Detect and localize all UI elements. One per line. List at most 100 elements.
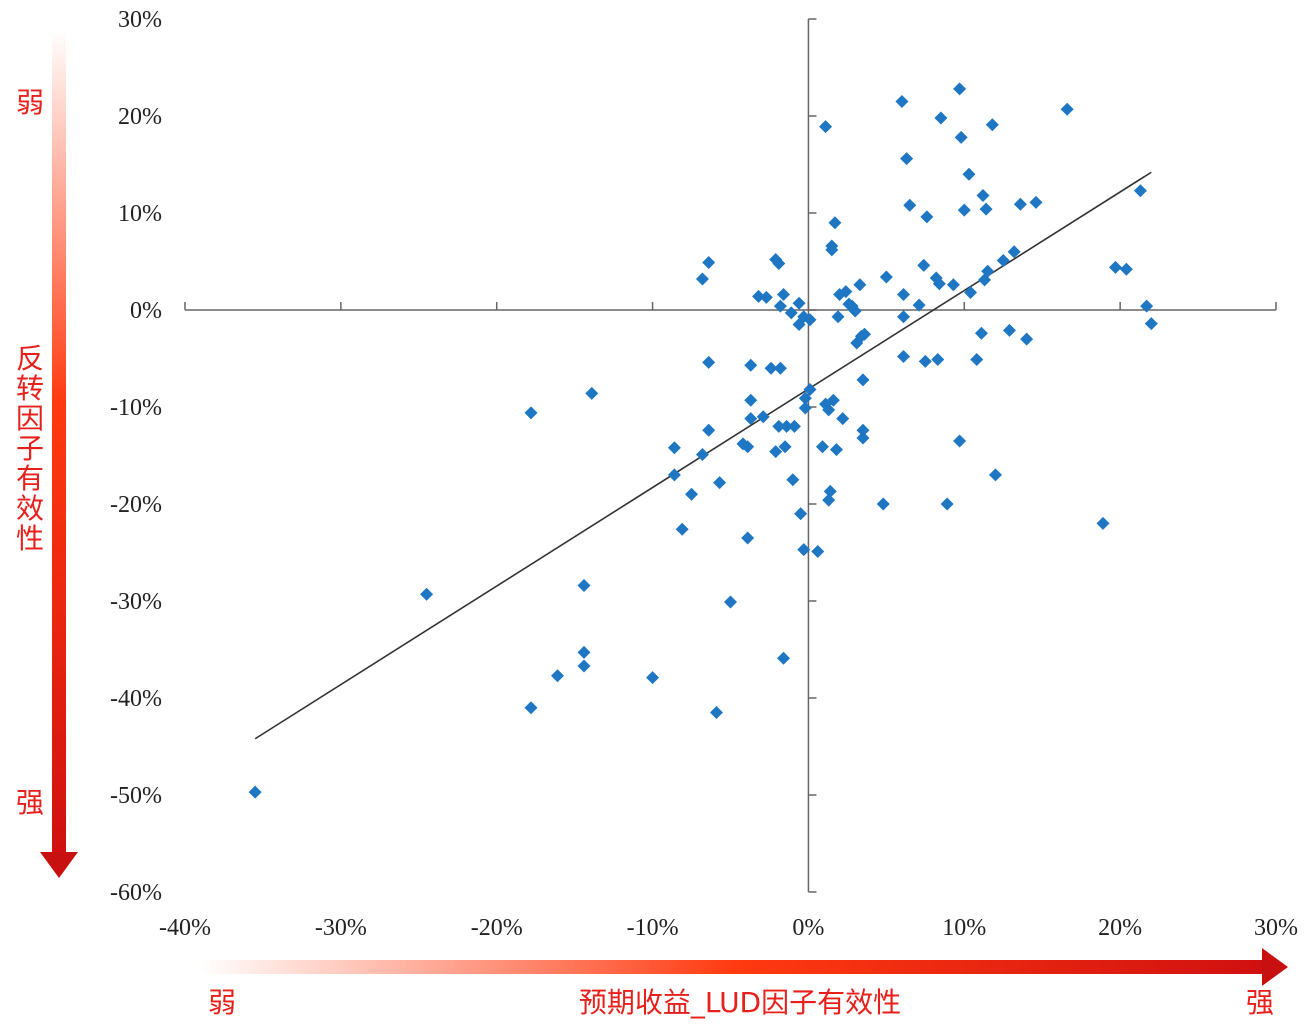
data-point <box>585 386 599 400</box>
data-point <box>550 669 564 683</box>
data-point <box>988 468 1002 482</box>
data-point <box>918 354 932 368</box>
data-point <box>822 493 836 507</box>
data-point <box>829 443 843 457</box>
data-point <box>759 290 773 304</box>
y-tick-label: -10% <box>110 395 162 421</box>
data-point <box>931 352 945 366</box>
data-point <box>974 326 988 340</box>
data-point <box>803 313 817 327</box>
data-point <box>744 393 758 407</box>
data-point <box>897 287 911 301</box>
data-point <box>934 111 948 125</box>
data-point <box>976 189 990 203</box>
data-point <box>713 476 727 490</box>
data-point <box>778 440 792 454</box>
data-point <box>823 484 837 498</box>
data-point <box>912 298 926 312</box>
data-point <box>811 545 825 559</box>
data-point <box>772 419 786 433</box>
data-point <box>787 419 801 433</box>
x-gradient-arrow <box>200 948 1288 986</box>
data-point <box>917 258 931 272</box>
data-point <box>932 277 946 291</box>
data-point <box>953 434 967 448</box>
data-point <box>794 507 808 521</box>
data-point <box>879 270 893 284</box>
y-bottom-label: 强 <box>16 786 44 819</box>
data-point <box>826 393 840 407</box>
data-point <box>773 299 787 313</box>
y-axis-label-char: 转 <box>16 372 44 405</box>
y-axis-label-char: 有 <box>16 462 44 495</box>
data-point <box>769 445 783 459</box>
data-point <box>675 522 689 536</box>
data-point <box>957 203 971 217</box>
y-axis-label-char: 子 <box>16 432 44 465</box>
data-point <box>577 578 591 592</box>
data-point <box>667 468 681 482</box>
y-tick-label: -30% <box>110 589 162 615</box>
data-point <box>831 310 845 324</box>
y-tick-label: 30% <box>118 7 162 33</box>
y-gradient-arrow <box>40 30 78 878</box>
data-point <box>1007 245 1021 259</box>
data-point <box>848 304 862 318</box>
data-point <box>819 120 833 134</box>
y-axis-label: 反转因子有效性 <box>16 342 44 555</box>
data-point <box>776 287 790 301</box>
x-tick-label: -20% <box>471 915 523 941</box>
data-point <box>1144 317 1158 331</box>
x-tick-label: -30% <box>315 915 367 941</box>
data-point <box>996 254 1010 268</box>
data-point <box>940 497 954 511</box>
data-point <box>876 497 890 511</box>
data-point <box>798 401 812 415</box>
x-tick-label: 10% <box>942 915 986 941</box>
data-point <box>1013 197 1027 211</box>
data-point <box>784 306 798 320</box>
data-point <box>667 441 681 455</box>
y-tick-label: 10% <box>118 201 162 227</box>
data-point <box>702 255 716 269</box>
y-tick-label: 0% <box>130 298 162 324</box>
data-point <box>1096 516 1110 530</box>
data-point <box>985 118 999 132</box>
data-point <box>248 785 262 799</box>
data-point <box>856 423 870 437</box>
x-right-label: 强 <box>1246 986 1274 1019</box>
data-point <box>981 264 995 278</box>
x-tick-label: -40% <box>159 915 211 941</box>
data-point <box>780 419 794 433</box>
data-point <box>815 440 829 454</box>
data-point <box>964 286 978 300</box>
data-point <box>797 543 811 557</box>
data-point <box>756 410 770 424</box>
data-point <box>786 473 800 487</box>
data-point <box>953 82 967 96</box>
data-point <box>1119 262 1133 276</box>
data-point <box>920 210 934 224</box>
data-point <box>897 310 911 324</box>
x-tick-label: 0% <box>792 915 824 941</box>
data-point <box>752 289 766 303</box>
data-point <box>709 706 723 720</box>
data-point <box>1029 195 1043 209</box>
data-point <box>420 587 434 601</box>
data-point <box>744 412 758 426</box>
y-top-label: 弱 <box>16 86 44 119</box>
axes <box>184 18 1277 893</box>
data-point <box>724 595 737 609</box>
data-point <box>741 531 755 545</box>
data-point <box>803 383 817 397</box>
data-point <box>577 659 591 673</box>
x-tick-label: -10% <box>627 915 679 941</box>
data-point <box>1108 260 1122 274</box>
data-point <box>903 198 917 212</box>
data-point <box>822 403 836 417</box>
data-point <box>856 373 870 387</box>
data-point <box>577 645 591 659</box>
data-point <box>744 358 758 372</box>
data-point <box>897 350 911 364</box>
